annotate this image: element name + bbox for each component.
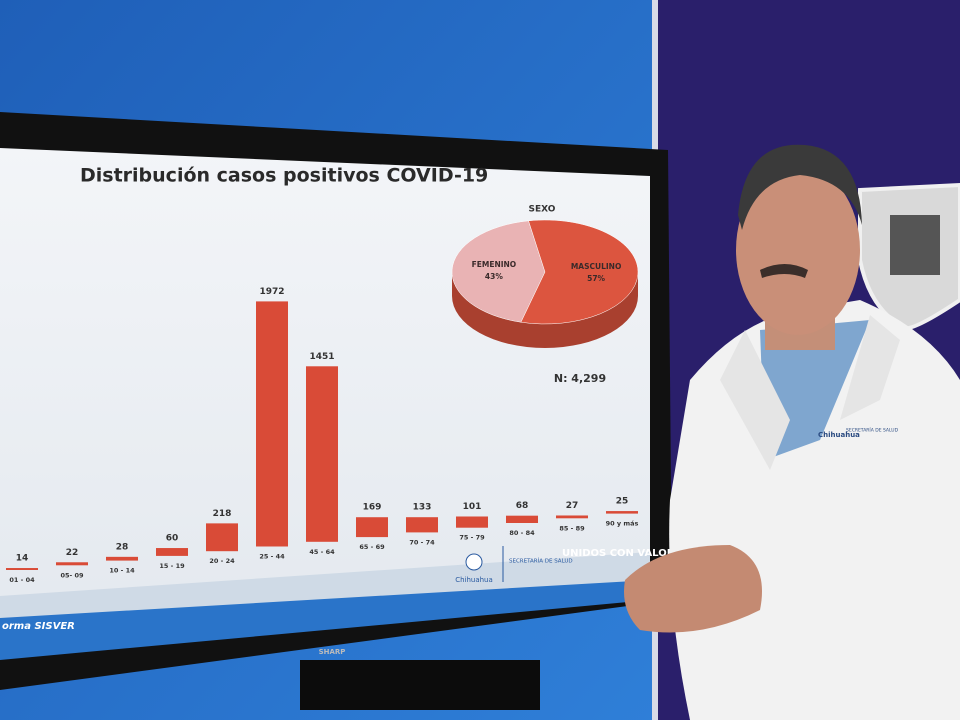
x-tick-label: 80 - 84: [509, 529, 535, 537]
department-text: SECRETARÍA DE SALUD: [509, 558, 573, 565]
bar: [106, 556, 138, 561]
coat-lapel-left: [720, 330, 790, 470]
bar: [556, 515, 588, 519]
bar: [206, 523, 238, 552]
pie-value-label: 43%: [485, 272, 503, 281]
bar-value-label: 22: [66, 548, 79, 558]
x-tick-label: 90 y más: [606, 520, 639, 528]
bar-value-label: 60: [166, 534, 179, 544]
x-tick-label: 20 - 24: [209, 557, 235, 565]
pie-slice: [520, 219, 639, 325]
bar: [606, 511, 638, 514]
chihuahua-logo-icon: [465, 553, 483, 571]
pie-category-label: FEMENINO: [472, 260, 517, 269]
bar: [256, 301, 288, 547]
pie-title: SEXO: [529, 205, 556, 215]
chart-title: Distribución casos positivos COVID-19: [80, 165, 488, 187]
bar: [356, 517, 388, 538]
bar: [506, 515, 538, 523]
pie-value-label: 57%: [587, 274, 605, 283]
pie-side: [452, 272, 638, 348]
bar-value-label: 28: [116, 542, 129, 552]
bar: [156, 548, 188, 556]
screen-footer-band: [0, 552, 650, 622]
bar-value-label: 25: [616, 497, 629, 507]
bar-value-label: 169: [363, 503, 382, 513]
x-tick-label: 10 - 14: [109, 567, 135, 575]
face: [736, 165, 860, 335]
x-tick-label: 25 - 44: [259, 553, 285, 561]
hands: [624, 545, 762, 633]
screen-bottom-band: [0, 580, 650, 660]
tv-brand: SHARP: [319, 648, 346, 656]
x-tick-label: 01 - 04: [9, 576, 35, 584]
x-tick-label: 15 - 19: [159, 562, 185, 570]
shield-emblem: [890, 215, 940, 275]
pie-annotation: N: 4,299: [554, 372, 606, 385]
pie-category-label: MASCULINO: [571, 262, 622, 271]
bar: [406, 517, 438, 533]
presenter: Chihuahua SECRETARÍA DE SALUD: [624, 144, 960, 720]
bar: [306, 366, 338, 542]
bar-value-label: 1972: [259, 287, 284, 297]
chihuahua-logo-text: Chihuahua: [455, 576, 493, 584]
bar-value-label: 27: [566, 501, 579, 511]
bar-value-label: 68: [516, 501, 529, 511]
coat-badge-department: SECRETARÍA DE SALUD: [846, 427, 899, 434]
bar-value-label: 101: [463, 502, 482, 512]
bar-value-label: 14: [16, 554, 29, 564]
x-tick-label: 65 - 69: [359, 543, 385, 551]
pie-slice: [451, 220, 546, 323]
bar: [6, 568, 38, 570]
slogan-text: UNIDOS CON VALOR: [562, 548, 675, 559]
x-tick-label: 85 - 89: [559, 524, 585, 532]
bar-value-label: 218: [213, 509, 232, 519]
x-tick-label: 45 - 64: [309, 548, 335, 556]
x-tick-label: 05- 09: [60, 571, 84, 579]
bar-value-label: 133: [413, 503, 432, 513]
tv-stand: [300, 660, 540, 710]
coat-lapel-right: [840, 315, 900, 420]
source-note: orma SISVER: [2, 621, 75, 632]
screen-content: Distribución casos positivos COVID-19 SE…: [2, 165, 675, 633]
x-tick-label: 75 - 79: [459, 534, 485, 542]
hair: [738, 144, 862, 230]
bar: [56, 562, 88, 566]
bar: [456, 516, 488, 528]
bar-value-label: 1451: [309, 352, 334, 362]
x-tick-label: 70 - 74: [409, 538, 435, 546]
coat-badge-logo: Chihuahua: [818, 431, 860, 439]
mustache: [760, 264, 808, 278]
